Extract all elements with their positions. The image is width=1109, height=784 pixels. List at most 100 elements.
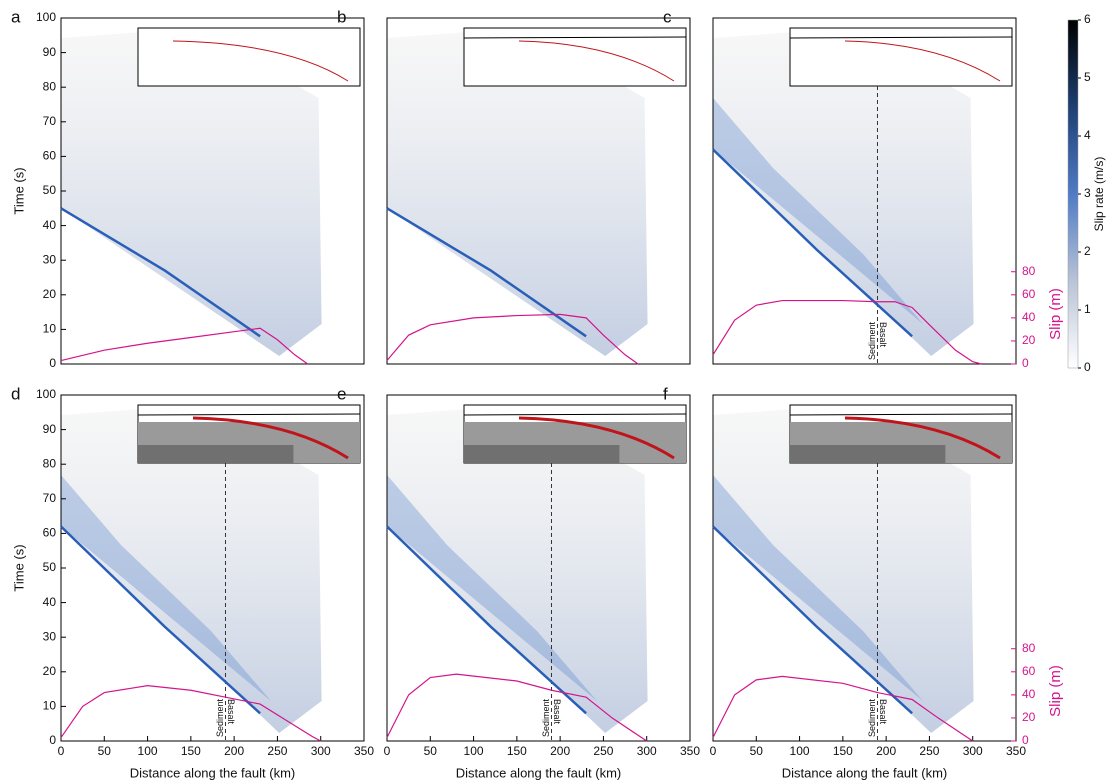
y2-axis-label: Slip (m) (1047, 288, 1064, 340)
inset-fault (844, 40, 1001, 82)
y-tick-label: 100 (36, 387, 56, 401)
slip-rate-field (713, 405, 974, 733)
y2-axis-label: Slip (m) (1047, 665, 1064, 717)
colorbar-label: Slip rate (m/s) (1092, 157, 1106, 232)
rupture-front (60, 525, 261, 715)
plot-frame (712, 17, 1017, 365)
x-tick-label: 100 (790, 744, 810, 758)
slip-line (712, 675, 974, 742)
y-tick-label: 40 (43, 595, 57, 609)
inset-layer (464, 445, 620, 463)
x-axis-label: Distance along the fault (km) (456, 765, 621, 780)
y2-tick-label: 40 (1022, 310, 1036, 324)
slip-rate-field (713, 28, 974, 356)
y2-tick-label: 0 (1022, 733, 1029, 747)
boundary-label: Basalt (878, 699, 888, 725)
y-tick-label: 90 (43, 422, 57, 436)
inset (137, 27, 361, 87)
inset-fault (192, 416, 349, 460)
x-tick-label: 200 (224, 744, 244, 758)
x-tick-label: 150 (507, 744, 527, 758)
slip-line (712, 299, 982, 365)
colorbar-tick-label: 2 (1084, 244, 1091, 258)
rupture-front (60, 207, 261, 338)
x-tick-label: 150 (181, 744, 201, 758)
x-tick-label: 150 (833, 744, 853, 758)
x-tick-label: 0 (710, 744, 717, 758)
y-axis-label: Time (s) (11, 544, 26, 591)
slip-rate-field (713, 475, 923, 701)
y2-tick-label: 80 (1022, 641, 1036, 655)
inset-surface (789, 36, 1013, 39)
y-tick-label: 10 (43, 322, 57, 336)
slip-rate-field (61, 475, 271, 701)
boundary-label: Basalt (552, 699, 562, 725)
slip-rate-field (61, 405, 322, 733)
inset-fault (518, 40, 675, 82)
y-tick-label: 80 (43, 456, 57, 470)
inset-fault (844, 416, 1001, 460)
rupture-front (386, 525, 587, 715)
x-tick-label: 300 (311, 744, 331, 758)
inset-layer (138, 445, 294, 463)
x-tick-label: 0 (384, 744, 391, 758)
x-tick-label: 50 (424, 744, 438, 758)
inset-layer (790, 445, 946, 463)
plot-frame (386, 394, 691, 742)
slip-line (386, 673, 648, 742)
x-tick-label: 350 (680, 744, 700, 758)
inset-fault (518, 416, 675, 460)
slip-line (386, 313, 639, 365)
y-tick-label: 60 (43, 149, 57, 163)
y-tick-label: 80 (43, 79, 57, 93)
x-tick-label: 100 (464, 744, 484, 758)
x-tick-label: 300 (963, 744, 983, 758)
x-tick-label: 200 (550, 744, 570, 758)
y2-tick-label: 60 (1022, 664, 1036, 678)
rupture-front (712, 525, 913, 715)
plot-frame (712, 394, 1017, 742)
boundary-label: Sediment (541, 699, 551, 738)
panel-label: b (337, 7, 346, 26)
rupture-front (712, 148, 913, 338)
x-tick-label: 350 (354, 744, 374, 758)
x-tick-label: 300 (637, 744, 657, 758)
y-tick-label: 0 (49, 356, 56, 370)
slip-rate-field (61, 28, 322, 356)
inset-surface (137, 413, 361, 416)
y2-tick-label: 0 (1022, 356, 1029, 370)
boundary-label: Sediment (867, 699, 877, 738)
inset-surface (789, 413, 1013, 416)
y-tick-label: 50 (43, 560, 57, 574)
x-tick-label: 50 (750, 744, 764, 758)
slip-rate-field (713, 98, 923, 324)
y-tick-label: 40 (43, 218, 57, 232)
boundary-label: Basalt (878, 322, 888, 348)
x-tick-label: 350 (1006, 744, 1026, 758)
colorbar-tick-label: 0 (1084, 360, 1091, 374)
slip-rate-field (387, 28, 648, 356)
y-tick-label: 30 (43, 629, 57, 643)
y2-tick-label: 40 (1022, 687, 1036, 701)
y-tick-label: 20 (43, 664, 57, 678)
y2-tick-label: 60 (1022, 287, 1036, 301)
panel-label: d (11, 384, 20, 403)
x-tick-label: 250 (919, 744, 939, 758)
y-tick-label: 70 (43, 491, 57, 505)
inset-surface (463, 413, 687, 416)
slip-line (60, 327, 309, 365)
x-tick-label: 50 (98, 744, 112, 758)
y-tick-label: 90 (43, 45, 57, 59)
boundary-label: Sediment (215, 699, 225, 738)
colorbar-tick-label: 1 (1084, 302, 1091, 316)
colorbar-tick-label: 5 (1084, 70, 1091, 84)
plot-frame (386, 17, 691, 365)
boundary-label: Basalt (226, 699, 236, 725)
panel-label: a (11, 7, 21, 26)
slip-rate-field (387, 405, 648, 733)
y-tick-label: 60 (43, 526, 57, 540)
x-axis-label: Distance along the fault (km) (130, 765, 295, 780)
x-tick-label: 200 (876, 744, 896, 758)
y-tick-label: 10 (43, 699, 57, 713)
panel-label: f (663, 384, 668, 403)
